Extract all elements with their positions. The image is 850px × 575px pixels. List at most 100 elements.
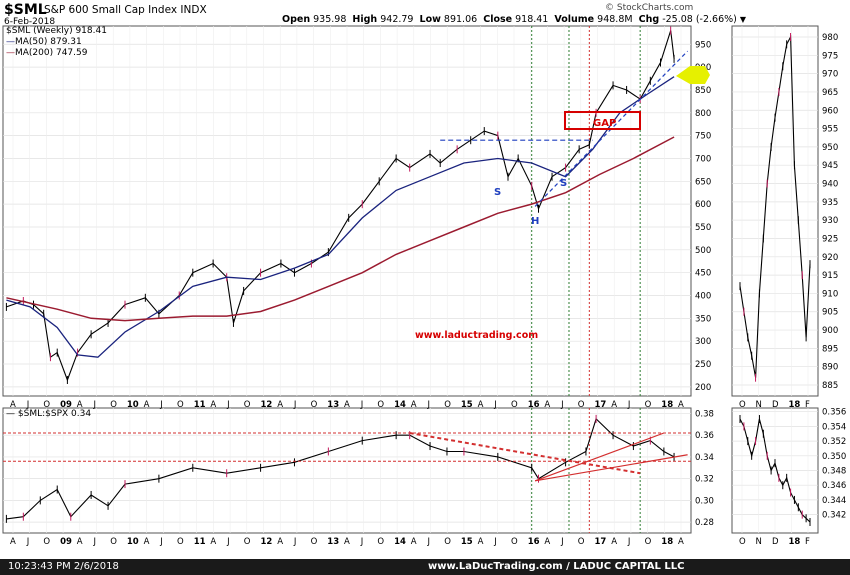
- x-tick-label: A: [344, 537, 350, 547]
- shoulder-left-label: S: [494, 187, 501, 198]
- footer-credit: www.LaDucTrading.com / LADUC CAPITAL LLC: [428, 561, 685, 572]
- y-tick-label: 0.34: [695, 453, 714, 463]
- stockcharts-watermark: © StockCharts.com: [605, 3, 694, 13]
- y-tick-label: 900: [822, 326, 838, 336]
- x-tick-label: O: [244, 537, 251, 547]
- y-tick-label: 965: [822, 88, 838, 98]
- volume-label: Volume: [554, 14, 595, 25]
- close-value: 918.41: [515, 14, 549, 25]
- ratio-downtrend: [409, 432, 641, 475]
- x-tick-label: 15: [461, 537, 473, 547]
- x-tick-label: A: [77, 537, 83, 547]
- y-tick-label: 925: [822, 234, 838, 244]
- y-tick-label: 950: [695, 40, 711, 50]
- yellow-arrow-icon: [676, 66, 710, 84]
- x-tick-label: O: [739, 400, 746, 410]
- x-tick-label: A: [411, 400, 417, 410]
- x-tick-label: J: [493, 400, 497, 410]
- x-tick-label: O: [177, 537, 184, 547]
- x-tick-label: J: [159, 400, 163, 410]
- y-tick-label: 890: [822, 363, 838, 373]
- y-tick-label: 0.28: [695, 518, 714, 528]
- ratio-uptrend-2: [534, 432, 665, 482]
- x-tick-label: O: [645, 537, 652, 547]
- x-tick-label: 12: [261, 400, 273, 410]
- x-tick-label: 18: [661, 400, 673, 410]
- x-tick-label: O: [444, 537, 451, 547]
- x-tick-label: O: [444, 400, 451, 410]
- quote-bar: Open 935.98 High 942.79 Low 891.06 Close…: [282, 14, 746, 25]
- x-tick-label: D: [772, 400, 779, 410]
- y-tick-label: 955: [822, 125, 838, 135]
- x-tick-label: 10: [127, 400, 139, 410]
- y-tick-label: 885: [822, 381, 838, 391]
- ratio-uptrend-1: [534, 454, 688, 482]
- chg-value: -25.08 (-2.66%): [662, 14, 737, 25]
- y-tick-label: 0.346: [822, 481, 846, 491]
- x-tick-label: A: [478, 537, 484, 547]
- y-tick-label: 945: [822, 161, 838, 171]
- y-tick-label: 0.32: [695, 475, 714, 485]
- y-tick-label: 930: [822, 216, 838, 226]
- y-tick-label: 970: [822, 70, 838, 80]
- x-tick-label: 18: [789, 400, 801, 410]
- ma200-line: [6, 136, 675, 322]
- y-tick-label: 935: [822, 198, 838, 208]
- x-tick-label: J: [560, 400, 564, 410]
- x-tick-label: A: [611, 537, 617, 547]
- x-tick-label: 18: [661, 537, 673, 547]
- dropdown-icon[interactable]: ▼: [739, 15, 747, 24]
- legend-main: ​$SML (Weekly) 918.41: [6, 26, 107, 36]
- gap-label: GAP: [593, 118, 616, 129]
- x-tick-label: 09: [60, 537, 72, 547]
- x-tick-label: A: [344, 400, 350, 410]
- y-tick-label: 0.30: [695, 496, 714, 506]
- y-tick-label: 920: [822, 253, 838, 263]
- x-tick-label: A: [77, 400, 83, 410]
- open-value: 935.98: [313, 14, 347, 25]
- x-tick-label: 16: [528, 400, 540, 410]
- x-tick-label: O: [578, 400, 585, 410]
- x-tick-label: J: [159, 537, 163, 547]
- x-tick-label: D: [772, 537, 779, 547]
- y-tick-label: 850: [695, 86, 711, 96]
- x-tick-label: 11: [194, 400, 206, 410]
- y-tick-label: 200: [695, 383, 711, 393]
- y-tick-label: 905: [822, 308, 838, 318]
- y-tick-label: 895: [822, 344, 838, 354]
- x-tick-label: A: [411, 537, 417, 547]
- footer-bar: 10:23:43 PM 2/6/2018 www.LaDucTrading.co…: [0, 559, 850, 575]
- y-tick-label: 0.36: [695, 431, 714, 441]
- x-tick-label: O: [645, 400, 652, 410]
- x-tick-label: A: [544, 400, 550, 410]
- y-tick-label: 0.354: [822, 422, 846, 432]
- x-tick-label: 09: [60, 400, 72, 410]
- x-tick-label: 14: [394, 400, 406, 410]
- y-tick-label: 800: [695, 109, 711, 119]
- x-tick-label: 17: [595, 400, 607, 410]
- x-tick-label: A: [277, 400, 283, 410]
- footer-time: 10:23:43 PM 2/6/2018: [8, 561, 119, 572]
- legend-ma50: —MA(50) 879.31: [6, 37, 82, 47]
- x-tick-label: J: [226, 537, 230, 547]
- x-tick-label: O: [377, 537, 384, 547]
- y-tick-label: 940: [822, 180, 838, 190]
- x-tick-label: O: [110, 537, 117, 547]
- y-tick-label: 300: [695, 337, 711, 347]
- y-tick-label: 600: [695, 200, 711, 210]
- x-tick-label: O: [244, 400, 251, 410]
- x-tick-label: O: [739, 537, 746, 547]
- low-value: 891.06: [443, 14, 478, 25]
- chart-date: 6-Feb-2018: [4, 17, 56, 27]
- x-tick-label: 10: [127, 537, 139, 547]
- x-tick-label: 14: [394, 537, 406, 547]
- y-tick-label: 250: [695, 360, 711, 370]
- y-tick-label: 700: [695, 154, 711, 164]
- x-tick-label: J: [560, 537, 564, 547]
- y-tick-label: 0.352: [822, 437, 846, 447]
- x-tick-label: J: [26, 400, 30, 410]
- price-line: [6, 417, 675, 520]
- x-tick-label: F: [805, 537, 810, 547]
- x-tick-label: O: [311, 537, 318, 547]
